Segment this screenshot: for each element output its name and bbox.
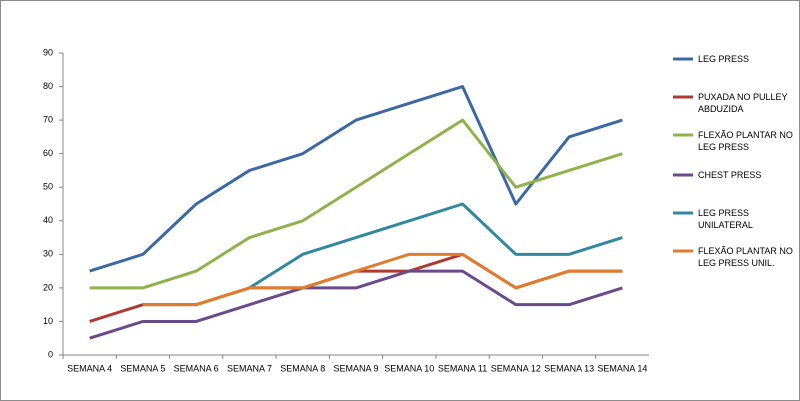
y-tick-label: 30 <box>43 249 53 259</box>
y-tick-label: 70 <box>43 114 53 124</box>
x-tick-label: SEMANA 9 <box>333 363 378 373</box>
series-line <box>142 252 623 307</box>
y-tick-label: 90 <box>43 47 53 57</box>
x-tick-label: SEMANA 4 <box>67 363 112 373</box>
series-line <box>248 202 623 290</box>
legend-label: LEG PRESS UNILATERAL <box>698 208 753 230</box>
x-tick-label: SEMANA 13 <box>544 363 594 373</box>
y-tick-label: 0 <box>48 349 53 359</box>
x-tick-label: SEMANA 14 <box>597 363 647 373</box>
legend-label: FLEXÃO PLANTAR NO LEG PRESS <box>698 130 793 152</box>
legend-label: FLEXÃO PLANTAR NO LEG PRESS UNIL. <box>698 246 793 268</box>
legend-label: CHEST PRESS <box>698 170 762 180</box>
y-tick-label: 10 <box>43 316 53 326</box>
y-tick-label: 50 <box>43 182 53 192</box>
legend-label: PUXADA NO PULLEY ABDUZIDA <box>698 92 788 114</box>
x-tick-label: SEMANA 8 <box>280 363 325 373</box>
x-tick-label: SEMANA 10 <box>384 363 434 373</box>
y-tick-label: 60 <box>43 148 53 158</box>
x-tick-label: SEMANA 12 <box>491 363 541 373</box>
series-line <box>89 118 623 290</box>
x-tick-label: SEMANA 6 <box>174 363 219 373</box>
y-tick-label: 20 <box>43 282 53 292</box>
x-tick-label: SEMANA 5 <box>120 363 165 373</box>
x-tick-label: SEMANA 7 <box>227 363 272 373</box>
x-tick-label: SEMANA 11 <box>438 363 487 373</box>
legend-label: LEG PRESS <box>698 54 750 64</box>
y-tick-label: 80 <box>43 81 53 91</box>
y-tick-label: 40 <box>43 215 53 225</box>
series-line <box>89 269 623 340</box>
